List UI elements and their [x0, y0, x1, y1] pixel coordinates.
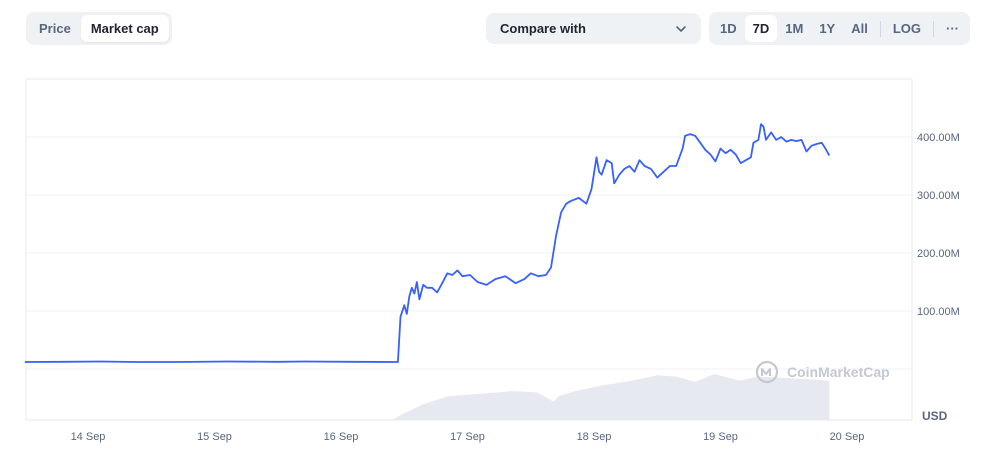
- series-line: [24, 123, 831, 363]
- volume-area: [24, 374, 830, 420]
- toolbar-divider: [879, 20, 881, 37]
- market-cap-tab[interactable]: Market cap: [80, 15, 169, 42]
- x-tick-label: 14 Sep: [71, 431, 106, 443]
- range-7d-button[interactable]: 7D: [744, 15, 778, 42]
- x-tick-label: 17 Sep: [450, 431, 485, 443]
- chart-frame: [25, 78, 913, 421]
- toolbar-divider: [933, 20, 935, 37]
- coinmarketcap-logo-icon: [755, 360, 779, 384]
- watermark-text: CoinMarketCap: [787, 364, 890, 380]
- chevron-down-icon: [676, 25, 686, 32]
- y-tick-label: 300.00M: [917, 190, 960, 202]
- range-1m-button[interactable]: 1M: [785, 21, 804, 36]
- range-1d-button[interactable]: 1D: [720, 21, 737, 36]
- range-1y-button[interactable]: 1Y: [819, 21, 836, 36]
- x-tick-label: 16 Sep: [324, 431, 359, 443]
- x-tick-label: 19 Sep: [703, 431, 738, 443]
- series-line-layer: [24, 123, 831, 363]
- watermark: CoinMarketCap: [755, 360, 890, 384]
- x-tick-label: 20 Sep: [830, 431, 865, 443]
- compare-with-dropdown[interactable]: Compare with: [486, 13, 701, 44]
- x-tick-label: 15 Sep: [197, 431, 232, 443]
- coinmarketcap-logo-mark: [761, 368, 771, 376]
- y-tick-label: 100.00M: [917, 306, 960, 318]
- metric-toggle: Price Market cap: [26, 12, 172, 45]
- grid: [26, 136, 912, 370]
- range-all-button[interactable]: All: [851, 21, 868, 36]
- price-tab[interactable]: Price: [39, 21, 71, 36]
- more-options-button[interactable]: ···: [946, 21, 960, 36]
- currency-label: USD: [922, 409, 948, 423]
- y-tick-label: 200.00M: [917, 248, 960, 260]
- log-scale-button[interactable]: LOG: [892, 21, 922, 36]
- y-tick-label: 400.00M: [917, 132, 960, 144]
- compare-with-label: Compare with: [500, 21, 586, 36]
- volume-area-layer: [24, 374, 830, 420]
- y-axis-ticks: 100.00M 200.00M 300.00M 400.00M: [917, 132, 960, 318]
- x-axis-ticks: 14 Sep 15 Sep 16 Sep 17 Sep 18 Sep 19 Sep 20 S…: [71, 431, 865, 443]
- x-tick-label: 18 Sep: [577, 431, 612, 443]
- range-toggle: 1D 7D 1M 1Y All LOG ···: [709, 12, 971, 45]
